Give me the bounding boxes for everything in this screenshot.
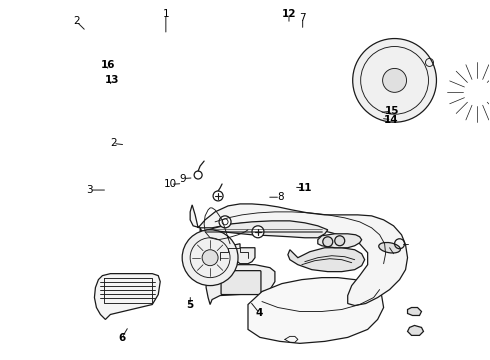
Polygon shape [206,265,275,305]
Circle shape [182,230,238,285]
Circle shape [219,216,231,228]
FancyBboxPatch shape [221,271,261,294]
Polygon shape [200,221,328,238]
Polygon shape [288,248,365,272]
Text: 16: 16 [101,59,116,69]
Text: 2: 2 [110,139,117,148]
Text: 13: 13 [105,75,120,85]
Circle shape [252,226,264,238]
Text: 5: 5 [187,300,194,310]
Text: 11: 11 [297,183,312,193]
Circle shape [202,250,218,266]
Text: 9: 9 [180,174,186,184]
Text: 12: 12 [282,9,296,19]
Polygon shape [318,234,362,248]
Polygon shape [95,274,160,319]
Circle shape [335,236,345,246]
Polygon shape [408,325,423,336]
Polygon shape [215,244,255,265]
Text: 6: 6 [118,333,125,343]
Circle shape [383,68,407,92]
Text: 1: 1 [163,9,169,19]
Circle shape [265,294,271,301]
Text: 10: 10 [164,179,177,189]
Polygon shape [408,307,421,315]
Ellipse shape [379,243,400,253]
Text: 3: 3 [86,185,93,195]
Circle shape [194,171,202,179]
Text: 7: 7 [299,13,306,23]
Text: 8: 8 [277,192,284,202]
Polygon shape [248,278,384,343]
Polygon shape [190,204,408,306]
Text: 2: 2 [73,17,80,27]
Text: 14: 14 [384,115,399,125]
Text: 15: 15 [384,106,399,116]
Circle shape [323,237,333,247]
Circle shape [213,191,223,201]
Circle shape [353,39,437,122]
Text: 4: 4 [256,309,263,318]
